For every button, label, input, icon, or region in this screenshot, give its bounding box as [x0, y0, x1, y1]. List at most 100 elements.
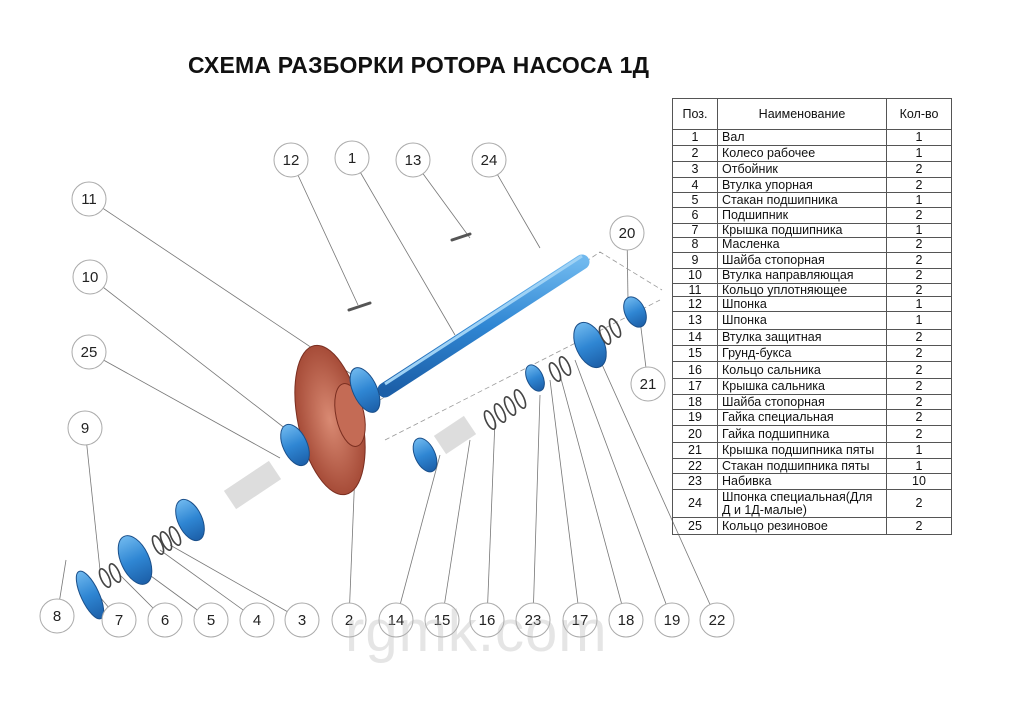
cell-name: Шайба стопорная [717, 251, 887, 269]
table-row: 21 Крышка подшипника пяты 1 [672, 442, 952, 459]
table-row: 2 Колесо рабочее 1 [672, 145, 952, 162]
callout-circle [608, 602, 644, 638]
callout-number: 17 [572, 612, 589, 629]
washer-part [558, 355, 572, 377]
cell-name: Подшипник [717, 207, 887, 224]
table-row: 7 Крышка подшипника 1 [672, 223, 952, 238]
callout-number: 4 [253, 612, 261, 629]
cell-name: Втулка защитная [717, 329, 887, 346]
table-row: 24 Шпонка специальная(Для Д и 1Д-малые) 2 [672, 489, 952, 518]
cell-pos: 12 [672, 296, 718, 312]
header-qty: Кол-во [886, 98, 952, 130]
callout-15: 15 [424, 602, 460, 638]
cell-qty: 1 [886, 442, 952, 459]
callout-number: 8 [53, 608, 61, 625]
callout-25: 25 [71, 334, 107, 370]
callout-circle [239, 602, 275, 638]
cell-qty: 2 [886, 161, 952, 178]
table-row: 9 Шайба стопорная 2 [672, 251, 952, 269]
table-row: 1 Вал 1 [672, 129, 952, 146]
cell-qty: 2 [886, 236, 952, 253]
leader-line [290, 159, 359, 306]
table-row: 13 Шпонка 1 [672, 311, 952, 330]
cell-pos: 5 [672, 192, 718, 208]
leader-line [559, 374, 627, 621]
callout-circle [71, 334, 107, 370]
cell-qty: 2 [886, 361, 952, 379]
callout-number: 14 [388, 612, 405, 629]
callout-2: 2 [331, 602, 367, 638]
callout-circle [72, 259, 108, 295]
leader-line [88, 351, 281, 459]
cell-pos: 23 [672, 473, 718, 490]
cell-name: Стакан подшипника пяты [717, 458, 887, 474]
header-pos: Поз. [672, 98, 718, 130]
keys [347, 232, 472, 312]
blue-ring-part [412, 437, 438, 473]
table-row: 17 Крышка сальника 2 [672, 378, 952, 395]
cell-name: Втулка упорная [717, 177, 887, 193]
callout-circle [469, 602, 505, 638]
leader-line [159, 549, 258, 621]
callout-circle [699, 602, 735, 638]
cell-qty: 2 [886, 251, 952, 269]
cell-name: Крышка подшипника [717, 223, 887, 238]
callout-19: 19 [654, 602, 690, 638]
callout-number: 19 [664, 612, 681, 629]
table-header-row: Поз. Наименование Кол-во [672, 98, 952, 130]
blue-ring-part [75, 570, 105, 620]
table-row: 23 Набивка 10 [672, 473, 952, 490]
cell-name: Шайба стопорная [717, 394, 887, 410]
callout-13: 13 [395, 142, 431, 178]
washer-part [548, 361, 562, 383]
washer-part [608, 317, 622, 339]
cell-qty: 2 [886, 329, 952, 346]
callout-number: 24 [481, 152, 498, 169]
callout-22: 22 [699, 602, 735, 638]
sleeve-part [433, 415, 477, 455]
washer-part [483, 409, 497, 431]
callout-9: 9 [67, 410, 103, 446]
leader-line [351, 157, 456, 336]
cell-name: Кольцо уплотняющее [717, 282, 887, 297]
callout-number: 21 [640, 376, 657, 393]
callout-7: 7 [101, 602, 137, 638]
cell-name: Крышка сальника [717, 378, 887, 395]
cell-qty: 2 [886, 517, 952, 535]
cell-pos: 14 [672, 329, 718, 346]
blue-ring-part [175, 498, 205, 542]
cell-pos: 11 [672, 282, 718, 297]
table-row: 16 Кольцо сальника 2 [672, 361, 952, 379]
cell-name: Грунд-букса [717, 345, 887, 362]
cell-qty: 2 [886, 425, 952, 443]
washer-part [159, 530, 173, 552]
blue-ring-part [573, 321, 607, 369]
blue-ring-part [349, 367, 381, 413]
table-row: 11 Кольцо уплотняющее 2 [672, 282, 952, 297]
callout-24: 24 [471, 142, 507, 178]
cell-pos: 16 [672, 361, 718, 379]
leader-line [169, 544, 303, 621]
cell-qty: 1 [886, 192, 952, 208]
cell-pos: 9 [672, 251, 718, 269]
cell-qty: 2 [886, 207, 952, 224]
blue-parts [75, 296, 647, 620]
callout-circle [515, 602, 551, 638]
callout-number: 25 [81, 344, 98, 361]
callout-circle [39, 598, 75, 634]
callout-number: 2 [345, 612, 353, 629]
callout-number: 13 [405, 152, 422, 169]
callout-circle [562, 602, 598, 638]
callout-number: 6 [161, 612, 169, 629]
cell-qty: 2 [886, 267, 952, 284]
cell-pos: 22 [672, 458, 718, 474]
cell-pos: 19 [672, 409, 718, 426]
washer-part [493, 402, 507, 424]
callout-circle [147, 602, 183, 638]
leader-line [89, 276, 301, 441]
table-row: 19 Гайка специальная 2 [672, 409, 952, 426]
cell-qty: 1 [886, 296, 952, 312]
callout-17: 17 [562, 602, 598, 638]
washer-part [98, 567, 112, 589]
leader-line [532, 394, 541, 621]
